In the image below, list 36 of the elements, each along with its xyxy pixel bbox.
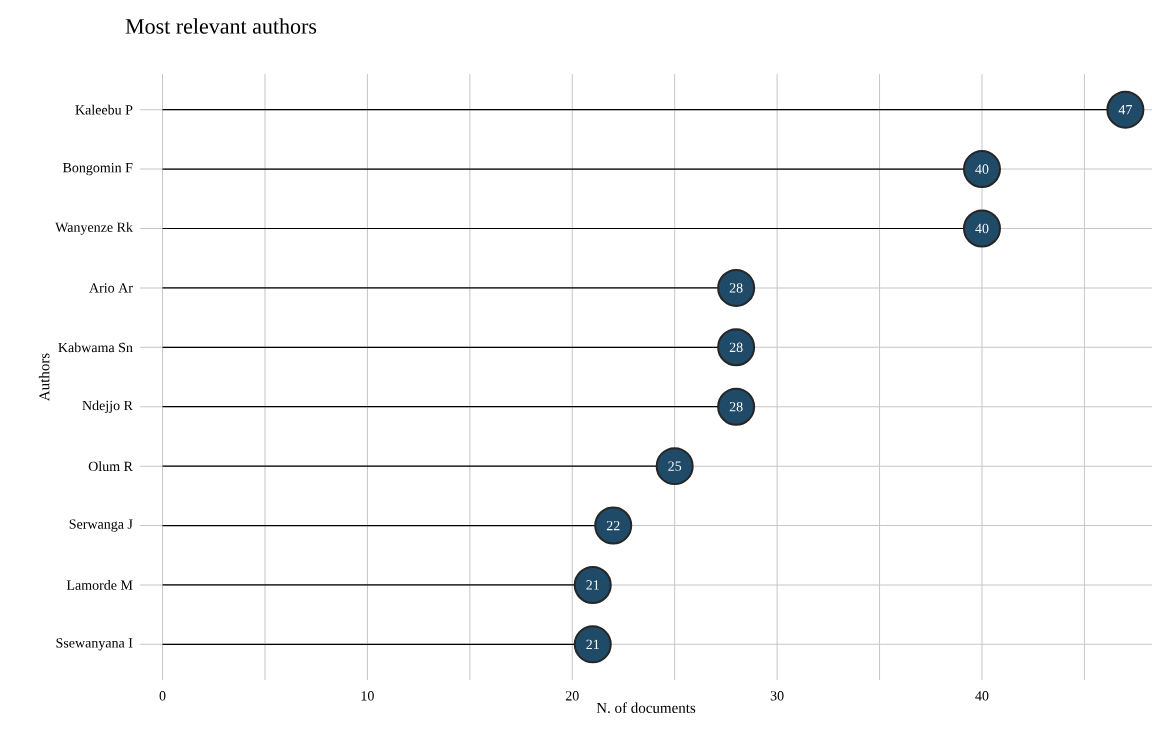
x-tick-label: 20 [565,691,579,701]
data-label: 21 [586,639,599,649]
data-label: 28 [729,342,743,353]
x-tick-label: 40 [975,691,989,701]
chart-title: Most relevant authors [125,18,317,34]
data-label: 28 [729,401,743,412]
x-tick-label: 10 [361,691,374,701]
point [655,447,694,486]
y-axis-title: Authors [38,353,50,402]
y-tick-label: Ndejjo R [82,400,133,414]
y-tick-label: Lamorde M [66,580,133,590]
data-label: 21 [586,580,599,590]
y-tick-label: Serwanga J [69,519,133,532]
x-tick-label: 0 [159,691,166,701]
point [594,506,633,545]
data-label: 25 [668,461,682,471]
y-tick-label: Wanyenze Rk [55,222,133,235]
data-label: 40 [975,223,989,234]
point [573,625,612,664]
x-axis-title: N. of documents [596,702,696,714]
x-tick-label: 30 [770,691,784,701]
point [717,387,756,426]
y-tick-label: Ario Ar [89,283,133,293]
y-tick-label: Bongomin F [62,162,133,176]
point [573,565,612,604]
y-tick-label: Kabwama Sn [58,342,133,353]
y-tick-label: Ssewanyana I [56,638,133,651]
data-label: 22 [606,520,620,531]
y-tick-label: Olum R [88,461,133,472]
point [962,150,1001,189]
y-tick-label: Kaleebu P [75,104,133,115]
point [717,328,756,367]
data-label: 28 [729,283,743,293]
data-label: 40 [975,164,989,174]
point [717,268,756,307]
data-label: 47 [1118,105,1132,115]
